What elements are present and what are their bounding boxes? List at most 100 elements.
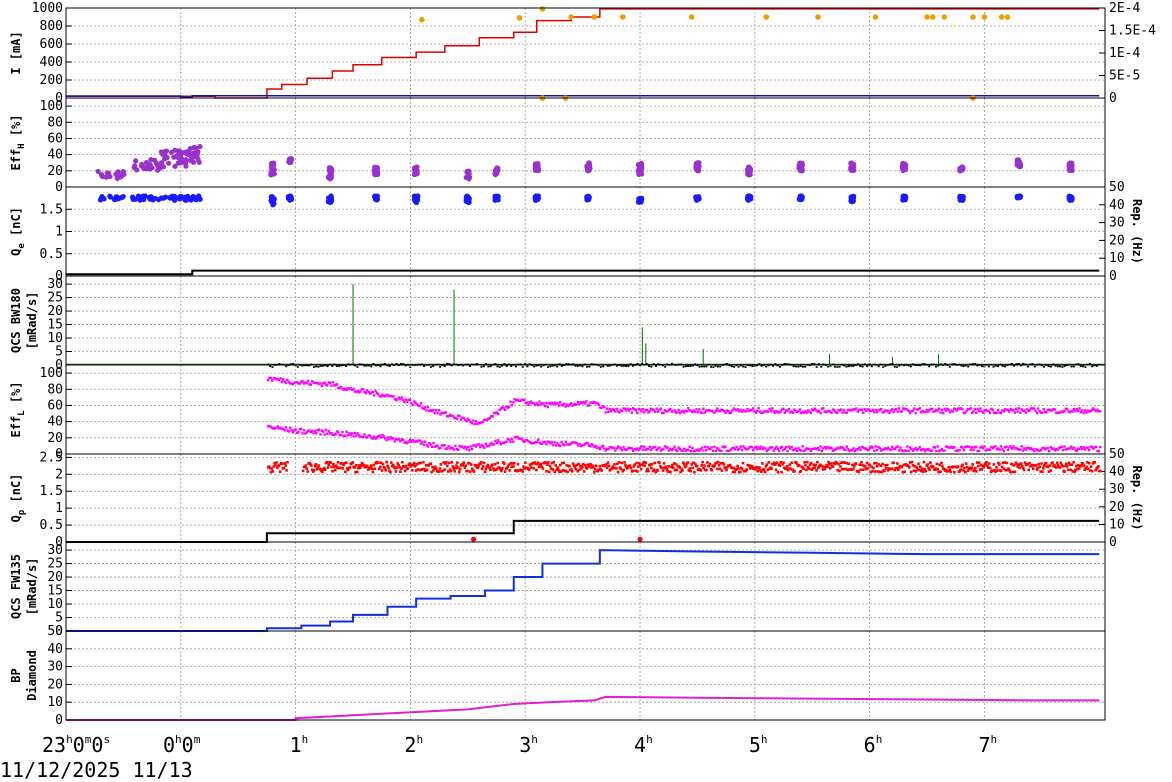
upper-mark [598, 406, 602, 409]
series-line [66, 95, 1100, 98]
noise-mark [599, 366, 602, 368]
data-mark [952, 465, 955, 468]
lower-mark [888, 447, 891, 451]
upper-mark [787, 407, 791, 411]
lower-mark [806, 447, 810, 450]
lower-mark [1001, 448, 1004, 451]
noise-mark [716, 365, 719, 368]
lower-mark [1017, 448, 1021, 451]
lower-mark [483, 446, 486, 450]
noise-mark [1047, 365, 1050, 368]
data-mark [492, 468, 496, 472]
data-point [99, 173, 105, 180]
data-mark [858, 463, 861, 467]
lower-mark [979, 446, 982, 449]
lower-mark [364, 435, 368, 439]
lower-mark [473, 444, 476, 447]
upper-mark [461, 416, 464, 419]
noise-mark [505, 365, 508, 367]
upper-mark [571, 404, 574, 407]
data-mark [994, 470, 997, 473]
data-point [162, 153, 168, 159]
upper-mark [414, 401, 417, 405]
data-point [197, 144, 203, 150]
lower-mark [401, 438, 405, 442]
noise-mark [266, 363, 269, 366]
upper-mark [961, 408, 964, 411]
data-mark [615, 466, 618, 470]
upper-mark [530, 400, 533, 403]
lower-mark [962, 449, 966, 452]
upper-mark [1013, 411, 1017, 414]
data-mark [812, 463, 816, 467]
lower-mark [505, 440, 508, 443]
data-mark [716, 460, 720, 464]
noise-mark [468, 365, 471, 367]
data-point [269, 195, 276, 201]
data-point [848, 198, 854, 204]
lower-mark [735, 445, 738, 449]
data-mark [356, 466, 360, 470]
upper-mark [1060, 410, 1063, 413]
data-mark [884, 464, 887, 467]
y-tick-label: 10 [47, 331, 63, 346]
upper-mark [1082, 411, 1085, 415]
lower-mark [377, 434, 380, 438]
data-mark [869, 470, 873, 474]
data-point [288, 156, 294, 163]
lower-mark [845, 445, 848, 448]
lower-mark [797, 447, 800, 450]
noise-mark [693, 363, 696, 365]
upper-mark [830, 411, 833, 414]
lower-mark [488, 443, 492, 446]
data-mark [918, 468, 921, 472]
noise-mark [480, 366, 483, 368]
lower-mark [269, 425, 273, 428]
upper-mark [342, 388, 346, 391]
lower-mark [541, 442, 544, 445]
data-mark [875, 464, 879, 468]
series-line [66, 519, 1100, 543]
lower-mark [998, 448, 1001, 451]
lower-mark [660, 448, 664, 451]
data-mark [623, 461, 626, 464]
lower-mark [1024, 448, 1028, 451]
y-tick-label: 60 [47, 398, 63, 413]
upper-mark [277, 378, 281, 382]
upper-mark [1054, 411, 1058, 414]
lower-mark [432, 441, 435, 445]
y-axis-unit: [mRad/s] [25, 558, 39, 616]
lower-mark [1059, 446, 1062, 449]
noise-mark [526, 365, 529, 368]
data-mark [275, 461, 278, 464]
lower-mark [457, 448, 460, 451]
upper-mark [622, 407, 625, 410]
upper-mark [1070, 410, 1073, 413]
data-mark [644, 461, 647, 465]
upper-mark [929, 407, 932, 411]
data-mark [469, 463, 473, 466]
upper-mark [952, 407, 956, 410]
upper-mark [295, 381, 299, 384]
lower-mark [1078, 447, 1081, 451]
lower-mark [760, 445, 763, 448]
upper-mark [328, 381, 332, 385]
data-mark [970, 466, 974, 469]
lower-mark [390, 436, 394, 440]
noise-mark [921, 363, 924, 365]
y-tick-label: 15 [47, 584, 63, 599]
lower-mark [414, 440, 417, 443]
noise-mark [1049, 365, 1052, 368]
upper-mark [564, 405, 567, 408]
lower-mark [339, 433, 343, 437]
noise-mark [1003, 365, 1006, 368]
lower-mark [969, 448, 972, 452]
data-mark [451, 465, 455, 468]
data-mark [325, 460, 329, 464]
noise-mark [650, 366, 653, 368]
lower-mark [986, 448, 989, 451]
lower-mark [1074, 448, 1077, 452]
noise-mark [503, 363, 506, 365]
data-mark [389, 470, 392, 474]
